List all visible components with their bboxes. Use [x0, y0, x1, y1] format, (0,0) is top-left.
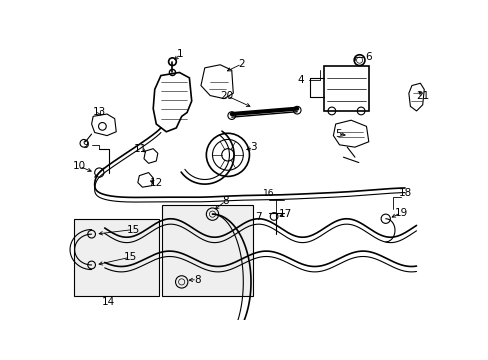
Text: 8: 8 [222, 196, 228, 206]
Text: 11: 11 [134, 144, 147, 154]
Text: 6: 6 [365, 52, 371, 62]
Text: 16: 16 [263, 189, 274, 198]
Text: 4: 4 [297, 75, 304, 85]
Text: 7: 7 [255, 212, 262, 222]
Bar [324, 66, 368, 111]
Text: 9: 9 [82, 140, 89, 150]
Text: 14: 14 [102, 297, 115, 307]
Text: 20: 20 [219, 91, 232, 100]
Text: 19: 19 [394, 208, 407, 217]
Text: 17: 17 [279, 209, 292, 219]
Bar [162, 205, 253, 296]
Text: 8: 8 [193, 275, 200, 285]
Text: 13: 13 [93, 108, 106, 117]
Text: 10: 10 [73, 161, 86, 171]
Text: 21: 21 [415, 91, 428, 100]
Text: 15: 15 [123, 252, 137, 262]
Text: 3: 3 [249, 142, 256, 152]
Text: 5: 5 [334, 129, 341, 139]
Text: 2: 2 [238, 59, 244, 69]
Text: 1: 1 [177, 49, 183, 59]
Text: 15: 15 [126, 225, 140, 235]
Bar [74, 219, 158, 296]
Text: 12: 12 [149, 178, 163, 188]
Text: 18: 18 [398, 188, 411, 198]
